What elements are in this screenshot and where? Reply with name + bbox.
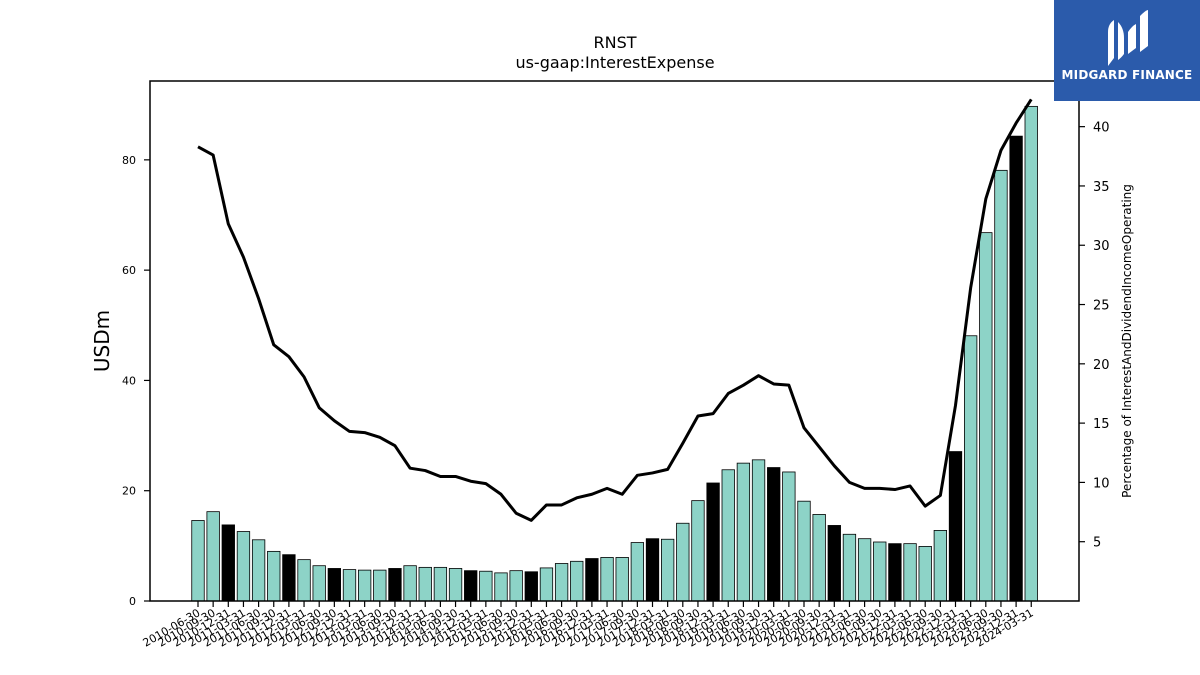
right-tick-label: 35 xyxy=(1093,180,1110,195)
bar-2020-06-30 xyxy=(797,500,811,602)
right-axis: 5 10 15 20 25 30 35 40 xyxy=(1079,121,1110,551)
bar-2021-12-31 xyxy=(888,543,902,602)
bar-2020-03-31 xyxy=(782,471,796,602)
bar-2022-12-31 xyxy=(948,451,963,602)
bar-2011-06-30 xyxy=(251,539,266,602)
bar-2018-12-31 xyxy=(706,482,720,602)
bar-2022-03-31 xyxy=(903,543,917,602)
bar-2014-12-31 xyxy=(464,570,478,602)
bar-2018-09-30 xyxy=(691,500,705,602)
bar-2018-03-31 xyxy=(661,538,675,602)
bar-2011-09-30 xyxy=(267,550,281,602)
logo-brand-text: MIDGARD FINANCE xyxy=(1061,68,1193,82)
bar-2021-06-30 xyxy=(857,538,872,602)
bar-2023-09-30 xyxy=(994,169,1008,602)
bar-2015-12-31 xyxy=(524,571,538,602)
bar-2012-12-31 xyxy=(342,569,357,602)
bar-2017-12-31 xyxy=(645,538,660,602)
line-series-layer xyxy=(197,98,1033,522)
bar-2017-09-30 xyxy=(630,542,644,602)
line-interest-income-percentage xyxy=(197,98,1033,522)
bar-2010-06-30 xyxy=(191,520,205,602)
bar-2016-09-30 xyxy=(570,560,584,602)
bar-2017-06-30 xyxy=(615,557,629,602)
bar-2020-12-31 xyxy=(827,525,841,602)
bar-2021-09-30 xyxy=(873,541,887,602)
bar-2023-06-30 xyxy=(979,232,993,602)
bar-2013-03-31 xyxy=(357,569,372,602)
bar-2010-12-31 xyxy=(221,524,235,602)
bar-2018-06-30 xyxy=(676,522,690,602)
bar-2013-12-31 xyxy=(403,565,417,602)
bar-2019-12-31 xyxy=(767,467,781,602)
bar-2013-09-30 xyxy=(388,568,402,602)
bar-2016-03-31 xyxy=(539,567,554,602)
left-axis: 0 20 40 60 80 xyxy=(122,154,150,608)
bar-2012-06-30 xyxy=(312,565,326,602)
bar-series xyxy=(191,105,1038,602)
bar-2023-03-31 xyxy=(964,335,978,602)
plot-frame xyxy=(149,80,1080,602)
y2-axis-label: Percentage of InterestAndDividendIncomeO… xyxy=(1120,184,1134,498)
midgard-logo-icon xyxy=(1108,10,1148,66)
bar-2016-12-31 xyxy=(585,558,599,602)
bar-2020-09-30 xyxy=(812,514,826,602)
bar-2015-03-31 xyxy=(479,570,493,602)
bar-2019-03-31 xyxy=(721,469,735,602)
left-tick-label: 20 xyxy=(122,485,136,498)
bar-2012-09-30 xyxy=(327,568,342,602)
chart-subtitle: us-gaap:InterestExpense xyxy=(515,53,714,72)
bar-2011-12-31 xyxy=(282,554,296,602)
bar-2011-03-31 xyxy=(236,531,251,602)
bar-2010-09-30 xyxy=(206,511,220,602)
midgard-finance-logo: MIDGARD FINANCE xyxy=(1054,0,1200,101)
bar-2014-03-31 xyxy=(418,566,432,602)
right-tick-label: 40 xyxy=(1093,121,1110,136)
bar-2016-06-30 xyxy=(554,563,569,602)
bar-2013-06-30 xyxy=(373,569,387,602)
bar-2019-09-30 xyxy=(751,459,766,602)
left-tick-label: 60 xyxy=(122,264,136,277)
right-tick-label: 5 xyxy=(1093,536,1101,551)
right-tick-label: 20 xyxy=(1093,358,1110,373)
chart-title: RNST xyxy=(593,33,636,52)
left-tick-label: 0 xyxy=(129,595,136,608)
bar-2024-03-31 xyxy=(1024,105,1038,602)
bar-2021-03-31 xyxy=(842,533,857,602)
bar-2022-09-30 xyxy=(933,530,947,602)
left-tick-label: 40 xyxy=(122,374,136,387)
right-tick-label: 25 xyxy=(1093,299,1110,314)
left-tick-label: 80 xyxy=(122,154,136,167)
bar-2017-03-31 xyxy=(600,557,614,602)
right-tick-label: 30 xyxy=(1093,239,1110,254)
x-axis: 2010-06-302010-09-302010-12-312011-03-31… xyxy=(141,601,1036,650)
y-axis-label: USDm xyxy=(90,310,114,372)
bar-2014-09-30 xyxy=(448,568,463,602)
bar-2012-03-31 xyxy=(297,559,311,602)
bar-2015-09-30 xyxy=(509,570,523,602)
bar-2014-06-30 xyxy=(433,566,448,602)
bar-2015-06-30 xyxy=(494,572,508,602)
bar-2022-06-30 xyxy=(918,546,932,602)
right-tick-label: 15 xyxy=(1093,417,1110,432)
bar-2019-06-30 xyxy=(736,462,751,602)
bar-2023-12-31 xyxy=(1009,135,1023,602)
right-tick-label: 10 xyxy=(1093,476,1110,491)
